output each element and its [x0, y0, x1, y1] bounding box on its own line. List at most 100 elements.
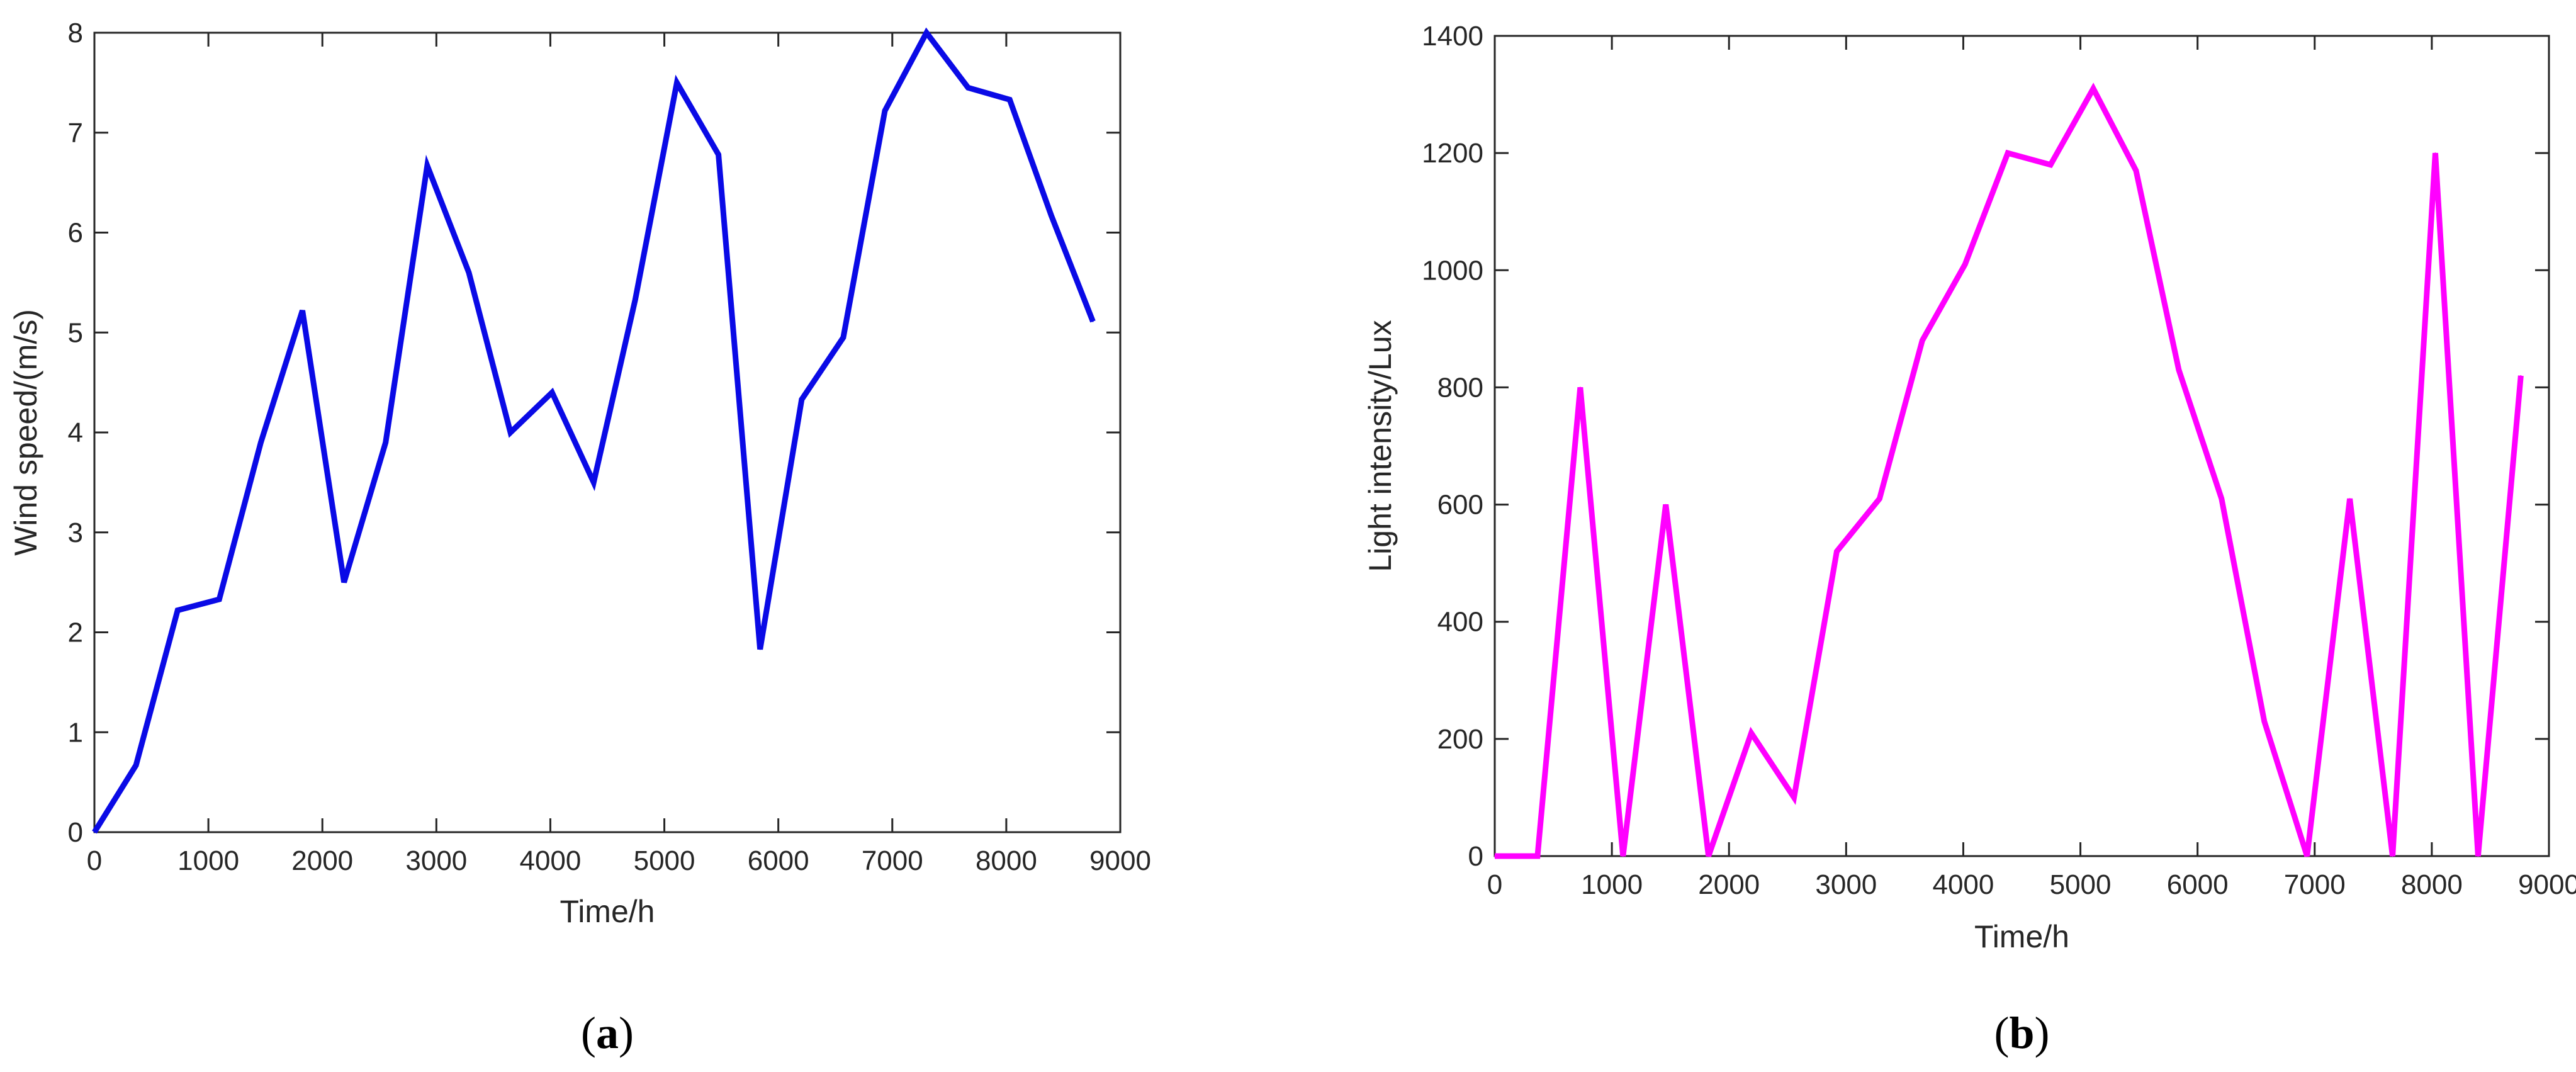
x-tick-label: 2000	[1698, 869, 1760, 900]
x-tick-label: 7000	[862, 845, 923, 876]
data-point	[1579, 386, 1581, 388]
data-point	[2007, 152, 2009, 154]
data-point	[1494, 855, 1495, 857]
data-point	[1964, 263, 1966, 265]
x-tick-label: 3000	[1815, 869, 1877, 900]
y-tick-label: 1200	[1422, 138, 1483, 169]
y-tick-label: 600	[1437, 490, 1483, 521]
y-tick-label: 2	[68, 618, 83, 648]
series-line	[92, 27, 1096, 834]
data-point	[1665, 504, 1667, 505]
data-point	[2135, 170, 2137, 172]
panel-letter: b	[2009, 1008, 2034, 1058]
y-axis-label: Wind speed/(m/s)	[8, 309, 43, 556]
data-point	[2392, 855, 2393, 857]
x-tick-label: 2000	[291, 845, 353, 876]
y-tick-label: 1000	[1422, 255, 1483, 286]
x-tick-label: 1000	[177, 845, 239, 876]
x-axis-label: Time/h	[560, 894, 655, 929]
data-point	[260, 441, 262, 443]
x-tick-label: 6000	[748, 845, 809, 876]
x-tick-label: 8000	[976, 845, 1037, 876]
data-point	[1836, 551, 1838, 553]
y-tick-label: 800	[1437, 372, 1483, 403]
data-point	[842, 337, 844, 339]
x-tick-label: 1000	[1581, 869, 1643, 900]
data-point	[1793, 796, 1795, 798]
x-tick-label: 5000	[2050, 869, 2112, 900]
chart-panel-b: 0 1000 2000 3000 4000 5000 6000 7000 8000 9000 0 20…	[1363, 21, 2576, 1058]
x-tick-label: 0	[87, 845, 102, 876]
data-point	[2263, 720, 2265, 722]
data-point	[94, 832, 95, 833]
y-tick-label: 1400	[1422, 21, 1483, 52]
y-tick-label: 400	[1437, 607, 1483, 638]
x-tick-label: 6000	[2167, 869, 2229, 900]
x-tick-label: 9000	[2518, 869, 2576, 900]
y-tick-label: 5	[68, 317, 83, 348]
data-point	[1536, 855, 1538, 857]
data-point	[1750, 732, 1752, 734]
data-point	[301, 310, 303, 312]
data-point	[2050, 164, 2052, 166]
data-point	[967, 87, 969, 89]
data-point	[510, 432, 512, 433]
data-point	[1622, 855, 1624, 857]
data-point	[1707, 855, 1709, 857]
panel-label: (a)	[581, 1008, 634, 1058]
data-point	[1050, 215, 1052, 217]
data-point	[426, 165, 428, 167]
x-tick-label: 5000	[634, 845, 695, 876]
data-point	[218, 599, 220, 601]
plot-area-frame	[1493, 35, 2550, 857]
data-point	[2520, 375, 2522, 376]
panel-letter: a	[596, 1008, 619, 1058]
data-point	[1092, 320, 1094, 322]
data-point	[1009, 99, 1011, 101]
data-point	[759, 648, 761, 650]
y-tick-label: 1	[68, 717, 83, 748]
data-point	[468, 272, 470, 273]
x-tick-label: 9000	[1089, 845, 1151, 876]
y-axis-label: Light intensity/Lux	[1363, 320, 1398, 572]
data-point	[135, 764, 137, 766]
data-point	[2477, 855, 2479, 857]
data-point	[676, 82, 678, 84]
data-point	[2349, 498, 2351, 500]
data-point	[551, 392, 553, 393]
data-point	[593, 482, 595, 483]
data-point	[634, 298, 636, 300]
data-point	[1921, 339, 1923, 341]
x-tick-label: 7000	[2284, 869, 2346, 900]
x-tick-label: 3000	[405, 845, 467, 876]
y-tick-label: 4	[68, 417, 83, 448]
data-point	[801, 398, 802, 400]
x-tick-label: 0	[1487, 869, 1502, 900]
x-tick-label: 4000	[1932, 869, 1994, 900]
y-tick-label: 8	[68, 18, 83, 48]
data-point	[884, 110, 886, 111]
data-point	[2178, 369, 2179, 371]
x-tick-label: 8000	[2401, 869, 2463, 900]
data-point	[343, 582, 345, 584]
data-point	[2306, 855, 2308, 857]
data-point	[2434, 152, 2436, 154]
y-tick-label: 6	[68, 218, 83, 249]
data-point	[926, 32, 928, 33]
chart-panel-a: 0 1000 2000 3000 4000 5000 6000 7000 8000 9000 0 1 2…	[8, 18, 1151, 1058]
series-line	[1495, 82, 2524, 859]
data-point	[1879, 498, 1881, 500]
y-tick-label: 200	[1437, 724, 1483, 755]
y-tick-label: 0	[68, 817, 83, 848]
panel-label: (b)	[1994, 1008, 2049, 1058]
x-axis-label: Time/h	[1974, 919, 2069, 954]
data-point	[2220, 498, 2222, 500]
y-tick-label: 3	[68, 517, 83, 548]
data-point	[177, 609, 179, 611]
y-tick-label: 0	[1468, 841, 1483, 872]
data-point	[385, 441, 386, 443]
data-point	[717, 154, 719, 155]
x-tick-label: 4000	[519, 845, 581, 876]
data-point	[2093, 87, 2095, 89]
